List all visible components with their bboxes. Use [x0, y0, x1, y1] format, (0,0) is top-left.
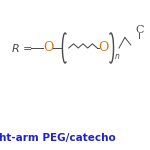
Text: ht-arm PEG/catecho: ht-arm PEG/catecho [0, 133, 116, 143]
Text: n: n [114, 52, 119, 61]
Text: C: C [135, 25, 144, 35]
Text: $R$ =: $R$ = [11, 42, 32, 54]
Text: O: O [43, 42, 53, 54]
Text: O: O [98, 42, 109, 54]
